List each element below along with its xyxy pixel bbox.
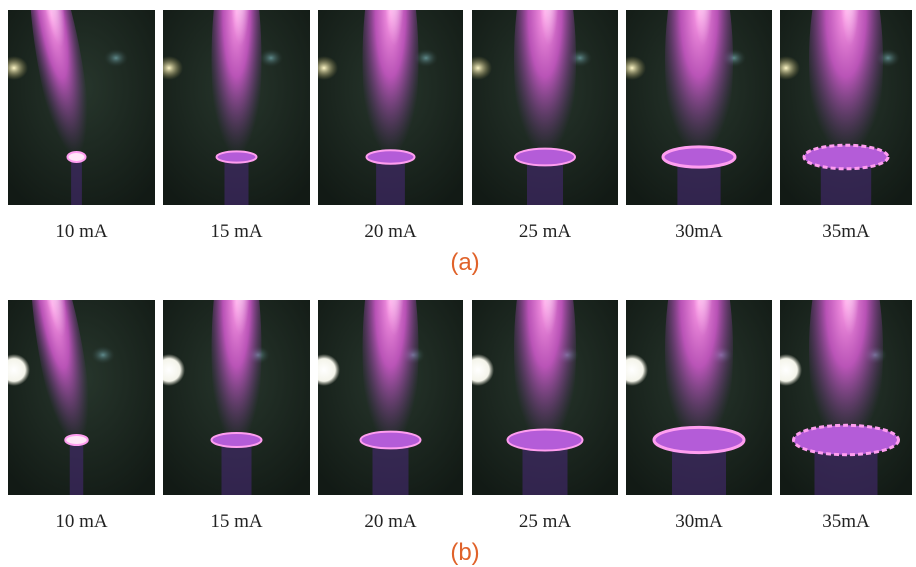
background-light: [259, 49, 283, 67]
plasma-core: [694, 240, 712, 360]
photo-panel: [0, 229, 155, 500]
background-light: [616, 354, 648, 386]
photo-panel: [464, 0, 618, 217]
background-light: [770, 354, 802, 386]
panel-label: 35mA: [822, 221, 870, 242]
panel-label: 25 mA: [519, 511, 572, 532]
plasma-core: [841, 240, 859, 360]
photo-panel: [155, 0, 310, 217]
panel-label: 15 mA: [210, 221, 263, 242]
plasma-disk: [654, 427, 744, 452]
background-light: [772, 56, 800, 80]
plasma-disk: [794, 425, 899, 454]
panel-label: 35mA: [822, 511, 870, 532]
row-caption: (b): [450, 539, 479, 566]
plasma-disk: [508, 430, 583, 451]
panel-label: 15 mA: [210, 511, 263, 532]
plasma-core: [386, 240, 404, 360]
photo-panel: [0, 0, 155, 217]
photo-panel: [770, 230, 912, 500]
plasma-core: [232, 240, 250, 360]
background-light: [464, 56, 492, 80]
background-light: [462, 354, 494, 386]
plasma-disk: [68, 152, 86, 162]
row-caption: (a): [450, 249, 479, 276]
plasma-disk: [804, 145, 888, 169]
photo-panel: [616, 230, 772, 500]
plasma-core: [540, 240, 558, 360]
plasma-disk: [361, 432, 421, 449]
panel-label: 20 mA: [364, 221, 417, 242]
panel-label: 25 mA: [519, 221, 572, 242]
background-light: [104, 49, 128, 67]
background-light: [155, 56, 183, 80]
background-light: [618, 56, 646, 80]
background-light: [91, 346, 115, 364]
plasma-disk: [65, 435, 88, 445]
photo-panel: [772, 0, 912, 217]
photo-panel: [462, 230, 618, 500]
plasma-disk: [212, 433, 262, 447]
panel-label: 30mA: [675, 221, 723, 242]
panel-label: 30mA: [675, 511, 723, 532]
plasma-disk: [217, 151, 257, 162]
plasma-disk: [367, 150, 415, 163]
photo-panel: [618, 0, 772, 217]
photo-panel: [310, 0, 463, 217]
photo-panel: [308, 230, 463, 500]
panel-label: 20 mA: [364, 511, 417, 532]
photo-panel: [153, 230, 310, 500]
plasma-disk: [663, 147, 735, 167]
figure: 10 mA 15 mA 20 mA 25 mA 30mA 35mA (a) 10 mA 15 m…: [0, 0, 916, 567]
plasma-disk: [515, 149, 575, 166]
panel-label: 10 mA: [55, 511, 108, 532]
background-light: [308, 354, 340, 386]
panel-label: 10 mA: [55, 221, 108, 242]
background-light: [0, 56, 28, 80]
background-light: [310, 56, 338, 80]
background-light: [153, 354, 185, 386]
